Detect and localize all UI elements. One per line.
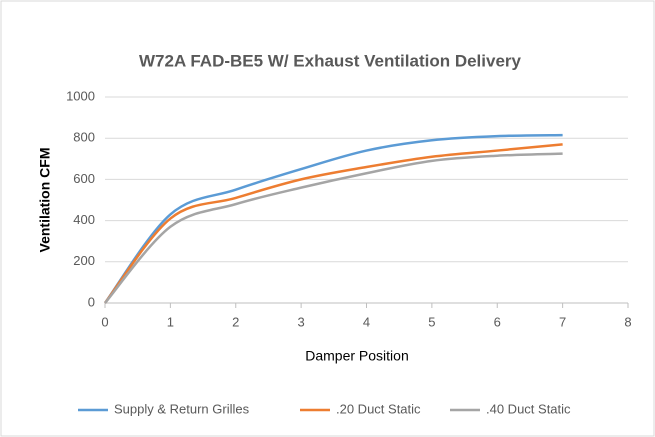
line-series: [104, 143, 563, 304]
legend-label: .40 Duct Static: [486, 401, 571, 416]
line-series: [104, 152, 563, 304]
x-tick-label: 5: [428, 314, 435, 329]
y-tick-label: 200: [73, 253, 95, 268]
x-axis-label: Damper Position: [305, 348, 409, 364]
x-tick-label: 6: [494, 314, 501, 329]
chart-title: W72A FAD-BE5 W/ Exhaust Ventilation Deli…: [139, 51, 522, 70]
x-tick-label: 2: [232, 314, 239, 329]
x-tick-label: 8: [624, 314, 631, 329]
x-tick-label: 4: [363, 314, 370, 329]
y-axis-label: Ventilation CFM: [37, 148, 53, 253]
legend-label: Supply & Return Grilles: [114, 401, 250, 416]
y-tick-label: 1000: [66, 88, 95, 103]
y-tick-label: 800: [73, 130, 95, 145]
x-tick-label: 7: [559, 314, 566, 329]
y-tick-label: 0: [88, 294, 95, 309]
x-tick-label: 0: [101, 314, 108, 329]
x-tick-label: 1: [167, 314, 174, 329]
line-series: [103, 133, 563, 304]
x-tick-label: 3: [298, 314, 305, 329]
legend-label: .20 Duct Static: [336, 401, 421, 416]
y-tick-label: 400: [73, 212, 95, 227]
y-tick-label: 600: [73, 171, 95, 186]
